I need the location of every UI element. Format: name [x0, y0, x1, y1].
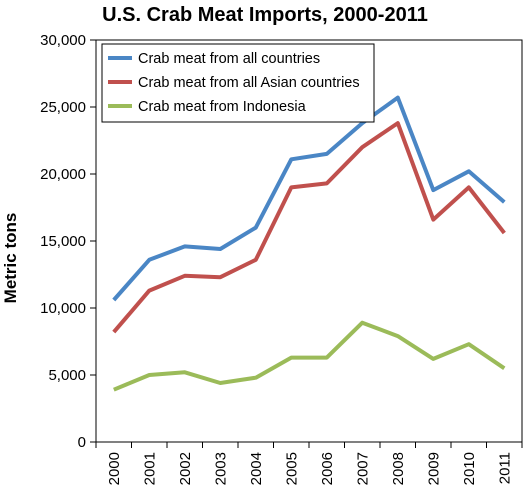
axes: 0 5,000 10,000 15,000 20,000 25,000 30,000 2000…: [40, 32, 523, 485]
x-tick-label: 2006: [319, 452, 336, 485]
x-tick-label: 2009: [425, 452, 442, 485]
x-tick-label: 2005: [283, 452, 300, 485]
series-line-1: [112, 95, 506, 302]
y-tick-label: 5,000: [48, 367, 86, 384]
series-line-3: [113, 320, 506, 392]
y-tick-label: 10,000: [40, 300, 86, 317]
y-axis-label: Metric tons: [1, 213, 20, 304]
x-tick-label: 2010: [461, 452, 478, 485]
x-tick-label: 2000: [106, 452, 123, 485]
y-tick-label: 20,000: [40, 166, 86, 183]
legend-entry: Crab meat from all Asian countries: [138, 75, 360, 91]
x-tick-label: 2008: [390, 452, 407, 485]
x-tick-label: 2002: [177, 452, 194, 485]
x-tick-label: 2003: [212, 452, 229, 485]
x-tick-label: 2004: [248, 452, 265, 485]
legend-entry: Crab meat from Indonesia: [138, 99, 307, 115]
x-tick-label: 2007: [354, 452, 371, 485]
x-tick-label: 2001: [141, 452, 158, 485]
legend-box: [101, 43, 375, 123]
chart-title: U.S. Crab Meat Imports, 2000-2011: [102, 4, 428, 26]
series-line-2: [112, 121, 506, 334]
x-tick-label: 2011: [496, 452, 513, 484]
y-tick-label: 30,000: [40, 32, 86, 49]
y-tick-label: 15,000: [40, 233, 86, 250]
legend-entry: Crab meat from all countries: [138, 51, 320, 67]
legend: Crab meat from all countries Crab meat fr…: [101, 43, 375, 123]
y-tick-label: 25,000: [40, 99, 86, 116]
series-lines: [112, 95, 506, 392]
y-tick-label: 0: [78, 434, 86, 451]
